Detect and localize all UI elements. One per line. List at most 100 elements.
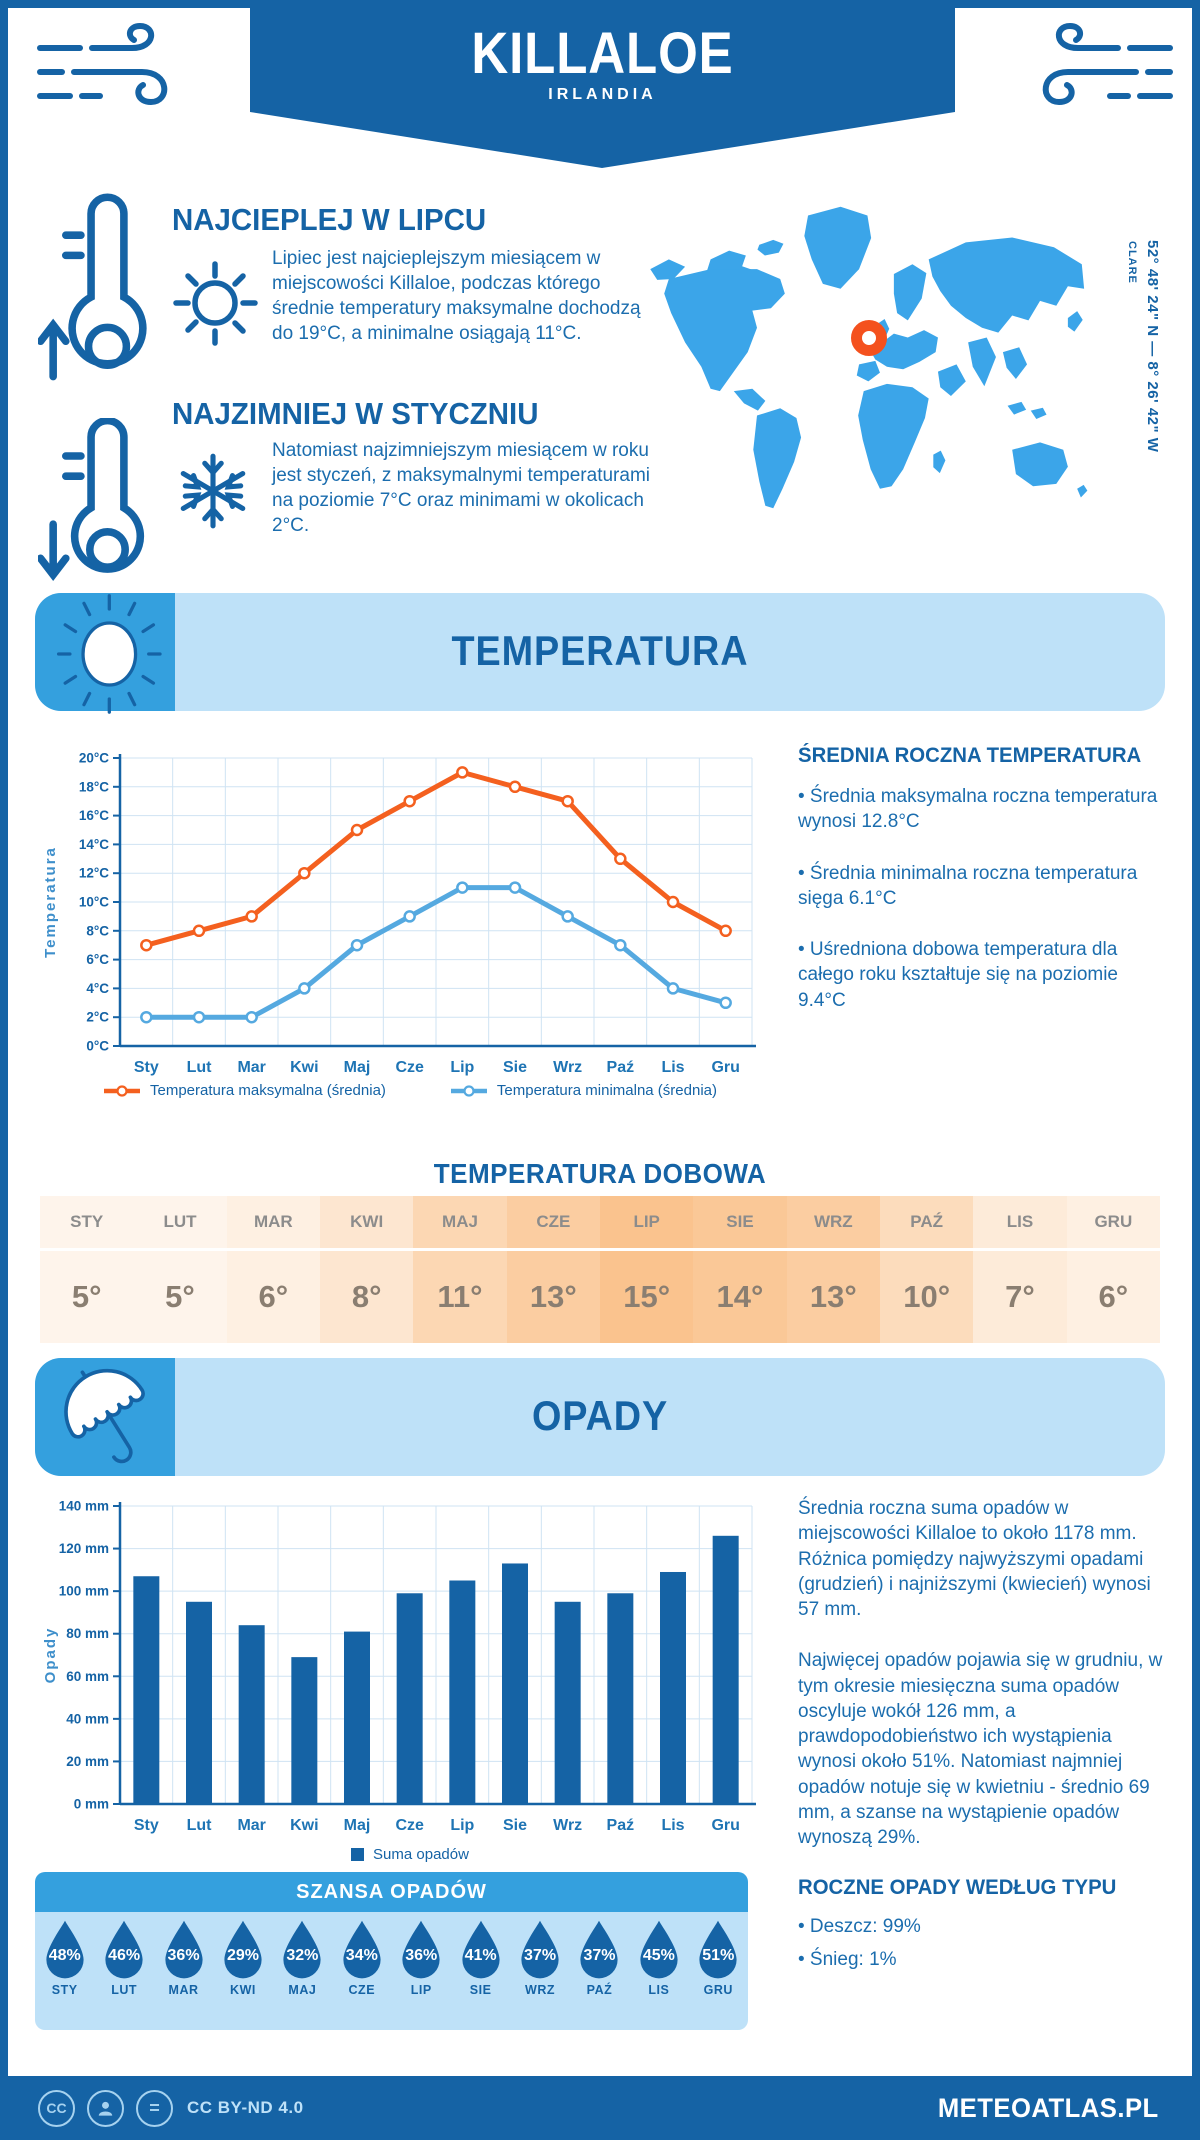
chance-percentage: 32% — [286, 1947, 319, 1964]
chance-droplet-cell: 51% GRU — [689, 1912, 748, 2030]
daily-temp-value: 6° — [1098, 1279, 1129, 1314]
svg-text:0 mm: 0 mm — [74, 1797, 109, 1812]
chance-month: CZE — [348, 1983, 376, 1997]
coldest-title: NAJZIMNIEJ W STYCZNIU — [172, 396, 539, 431]
droplet-icon: 48% — [42, 1919, 88, 1981]
wind-icon — [26, 18, 204, 125]
chance-month: LUT — [111, 1983, 138, 1997]
daily-temp-month: WRZ — [786, 1196, 880, 1251]
daily-temperature-title: TEMPERATURA DOBOWA — [433, 1158, 767, 1189]
svg-text:Sie: Sie — [503, 1059, 527, 1076]
chance-month: LIS — [648, 1983, 670, 1997]
footer: CC = CC BY-ND 4.0 METEOATLAS.PL — [0, 2076, 1200, 2140]
svg-text:Mar: Mar — [237, 1059, 265, 1076]
precipitation-chance-droplets: 48% STY 46% LUT 36% MAR 29% — [35, 1912, 748, 2030]
precipitation-summary-1: Średnia roczna suma opadów w miejscowośc… — [798, 1498, 1151, 1621]
daily-temp-value: 15° — [623, 1279, 671, 1314]
daily-temp-month: LIP — [600, 1196, 694, 1251]
annual-temperature-panel: ŚREDNIA ROCZNA TEMPERATURA • Średnia mak… — [798, 744, 1168, 1039]
chance-percentage: 29% — [226, 1947, 259, 1964]
sun-banner-icon — [53, 593, 175, 720]
chance-percentage: 37% — [524, 1947, 557, 1964]
page-title: KILLALOE — [471, 21, 734, 86]
chance-month: LIP — [410, 1983, 432, 1997]
droplet-icon: 37% — [576, 1919, 622, 1981]
chance-percentage: 36% — [405, 1947, 438, 1964]
svg-text:80 mm: 80 mm — [66, 1626, 109, 1641]
svg-text:12°C: 12°C — [79, 866, 109, 881]
chance-droplet-cell: 48% STY — [35, 1912, 94, 2030]
svg-text:Mar: Mar — [237, 1817, 265, 1834]
daily-temp-month: SIE — [693, 1196, 787, 1251]
thermometer-down-icon — [36, 416, 158, 595]
chance-percentage: 37% — [583, 1947, 616, 1964]
svg-text:Sie: Sie — [503, 1817, 527, 1834]
daily-temp-month: LIS — [973, 1196, 1067, 1251]
svg-text:Maj: Maj — [344, 1059, 371, 1076]
chance-droplet-cell: 36% LIP — [392, 1912, 451, 2030]
droplet-icon: 36% — [398, 1919, 444, 1981]
daily-temp-column: STY 5° — [40, 1196, 134, 1343]
coldest-text: Natomiast najzimniejszym miesiącem w rok… — [272, 440, 650, 537]
annual-temperature-bullets: • Średnia maksymalna roczna temperatura … — [798, 784, 1168, 1013]
chance-droplet-cell: 29% KWI — [213, 1912, 272, 2030]
daily-temp-value: 13° — [809, 1279, 857, 1314]
daily-temp-month: MAR — [226, 1196, 320, 1251]
daily-temp-month: MAJ — [413, 1196, 507, 1251]
svg-text:Paź: Paź — [607, 1817, 635, 1834]
chance-month: WRZ — [525, 1983, 556, 1997]
temperature-section-title: TEMPERATURA — [451, 627, 749, 674]
chance-percentage: 34% — [345, 1947, 378, 1964]
location-marker-icon — [851, 320, 887, 356]
daily-temp-month: KWI — [320, 1196, 414, 1251]
precipitation-section-banner: OPADY — [35, 1358, 1165, 1476]
svg-text:Lis: Lis — [661, 1059, 684, 1076]
svg-text:Cze: Cze — [395, 1817, 424, 1834]
daily-temp-value: 14° — [716, 1279, 764, 1314]
svg-text:Temperatura: Temperatura — [42, 846, 59, 958]
daily-temp-column: PAŹ 10° — [880, 1196, 974, 1343]
svg-text:Kwi: Kwi — [290, 1817, 318, 1834]
chance-droplet-cell: 45% LIS — [629, 1912, 688, 2030]
chance-month: GRU — [703, 1983, 733, 1997]
chance-percentage: 51% — [702, 1947, 735, 1964]
daily-temp-value: 7° — [1005, 1279, 1035, 1314]
chance-month: KWI — [230, 1983, 256, 1997]
daily-temp-month: LUT — [133, 1196, 227, 1251]
svg-text:60 mm: 60 mm — [66, 1669, 109, 1684]
svg-text:Kwi: Kwi — [290, 1059, 318, 1076]
snowflake-icon — [172, 450, 254, 537]
daily-temp-column: MAR 6° — [226, 1196, 320, 1343]
temperature-section-banner: TEMPERATURA — [35, 593, 1165, 714]
svg-text:120 mm: 120 mm — [59, 1541, 109, 1556]
world-map — [641, 196, 1105, 518]
daily-temp-column: LUT 5° — [133, 1196, 227, 1343]
precipitation-summary-panel: Średnia roczna suma opadów w miejscowośc… — [798, 1496, 1168, 1979]
wind-icon — [1006, 18, 1184, 125]
daily-temp-month: PAŹ — [880, 1196, 974, 1251]
chance-droplet-cell: 41% SIE — [451, 1912, 510, 2030]
svg-text:18°C: 18°C — [79, 779, 109, 794]
right-border — [1192, 0, 1200, 2140]
daily-temp-month: GRU — [1066, 1196, 1160, 1251]
legend-line-marker — [450, 1084, 487, 1097]
precipitation-summary-2: Najwięcej opadów pojawia się w grudniu, … — [798, 1650, 1163, 1849]
chance-droplet-cell: 34% CZE — [332, 1912, 391, 2030]
site-name: METEOATLAS.PL — [937, 2092, 1159, 2123]
droplet-icon: 46% — [101, 1919, 147, 1981]
svg-text:20°C: 20°C — [79, 751, 109, 766]
warmest-title: NAJCIEPLEJ W LIPCU — [172, 202, 487, 237]
svg-text:Lis: Lis — [661, 1817, 684, 1834]
chance-droplet-cell: 36% MAR — [154, 1912, 213, 2030]
cc-person-icon — [87, 2089, 124, 2127]
droplet-icon: 51% — [695, 1919, 741, 1981]
header-banner — [250, 8, 955, 112]
umbrella-icon — [47, 1354, 175, 1487]
temperature-line-chart: 0°C 2°C 4°C 6°C 8°C 10°C 12°C 14°C 16°C 18°C 20°C S… — [42, 751, 756, 1076]
svg-text:Maj: Maj — [344, 1817, 371, 1834]
region-label: CLARE — [1126, 241, 1138, 284]
precipitation-bar-chart: 0 mm 20 mm 40 mm 60 mm 80 mm 100 mm 120 mm 140 … — [42, 1499, 756, 1834]
daily-temp-column: GRU 6° — [1066, 1196, 1160, 1343]
daily-temp-value: 8° — [351, 1279, 382, 1314]
svg-text:Cze: Cze — [395, 1059, 424, 1076]
